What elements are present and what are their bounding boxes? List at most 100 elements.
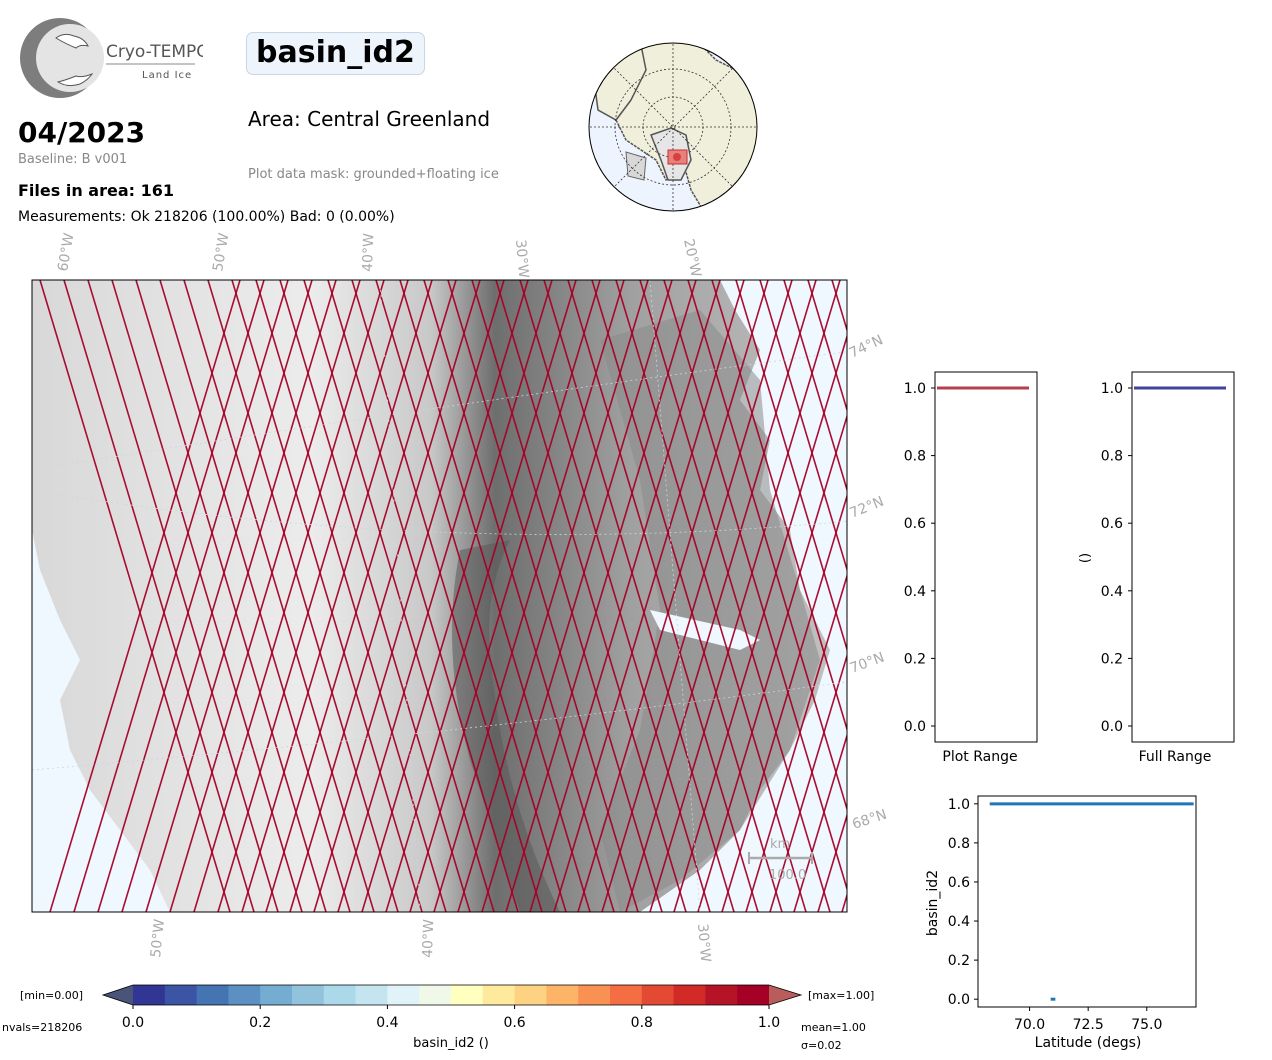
track-line — [361, 280, 553, 912]
track-line — [447, 280, 639, 912]
track-line — [495, 280, 687, 912]
track-line — [385, 280, 577, 912]
logo-name: Cryo-TEMPO — [106, 42, 203, 62]
y-tick-label: 0.0 — [904, 719, 926, 735]
mask-label: Plot data mask: grounded+floating ice — [248, 167, 499, 182]
track-line — [505, 280, 697, 912]
colorbar-bin — [514, 985, 547, 1005]
track-line — [687, 280, 847, 812]
track-line — [111, 280, 303, 912]
lon-label-top-4: 20°W — [680, 238, 704, 279]
track-line — [193, 280, 385, 912]
colorbar-bin — [641, 985, 675, 1005]
track-line — [697, 413, 847, 912]
lon-label-top-1: 50°W — [210, 232, 232, 273]
colorbar-bin — [292, 985, 325, 1005]
latitude-ylabel: basin_id2 — [925, 870, 941, 936]
track-line — [529, 280, 721, 912]
colorbar-under-arrow — [103, 985, 133, 1005]
x-tick-label: 75.0 — [1131, 1017, 1162, 1033]
track-line — [207, 280, 399, 912]
track-line — [673, 333, 847, 912]
track-line — [265, 280, 457, 912]
y-tick-label: 0.8 — [1101, 449, 1123, 465]
y-tick-label: 0.4 — [904, 584, 926, 600]
colorbar-bin — [133, 985, 166, 1005]
track-line — [519, 280, 711, 912]
plot-range-axes: 0.0 0.2 0.4 0.6 0.8 1.0 — [904, 371, 1038, 743]
colorbar-bin — [737, 985, 770, 1005]
y-tick-label: 0.4 — [1101, 584, 1123, 600]
lat-label-1: 72°N — [848, 494, 887, 522]
lon-label-top-2: 40°W — [360, 233, 377, 272]
track-line — [711, 280, 847, 732]
y-tick-label: 0.8 — [904, 449, 926, 465]
scale-unit: km — [770, 837, 790, 852]
baseline-label: Baseline: B v001 — [18, 152, 128, 167]
x-tick-label: 70.0 — [1014, 1017, 1045, 1033]
satellite-tracks — [39, 280, 847, 912]
track-line — [577, 280, 769, 912]
coastal-terrain — [600, 310, 820, 912]
track-line — [457, 280, 649, 912]
colorbar-tick-label: 0.8 — [631, 1015, 653, 1031]
full-range-chart: 0.0 0.2 0.4 0.6 0.8 1.0 Full Range () — [1078, 371, 1235, 765]
track-line — [481, 280, 673, 912]
y-tick-label: 0.6 — [904, 516, 926, 532]
colorbar-bin — [355, 985, 388, 1005]
polar-inset-map — [588, 42, 758, 212]
colorbar-bin — [419, 985, 452, 1005]
track-line — [121, 280, 313, 912]
colorbar-bins — [133, 985, 770, 1005]
track-line — [49, 280, 241, 912]
colorbar-tick-label: 1.0 — [758, 1015, 780, 1031]
main-map: 60°W 50°W 40°W 30°W 20°W 50°W 40°W 30°W … — [31, 232, 889, 963]
lon-label-top-0: 60°W — [55, 232, 77, 273]
track-line — [39, 280, 231, 912]
track-line — [375, 280, 567, 912]
colorbar-bin — [260, 985, 293, 1005]
lat-label-0: 74°N — [847, 332, 886, 361]
colorbar-tick-label: 0.0 — [122, 1015, 144, 1031]
y-tick-label: 0.2 — [948, 953, 970, 969]
colorbar-bin — [164, 985, 198, 1005]
colorbar-bin — [228, 985, 261, 1005]
latitude-axes: 0.0 0.2 0.4 0.6 0.8 1.0 70.0 72.5 75.0 — [948, 795, 1197, 1033]
track-line — [327, 280, 519, 912]
colorbar-mean: mean=1.00 — [801, 1021, 866, 1034]
lat-label-2: 70°N — [848, 650, 887, 677]
track-line — [735, 280, 847, 652]
track-line — [721, 493, 847, 912]
x-tick-label: 72.5 — [1073, 1017, 1104, 1033]
track-line — [601, 280, 793, 912]
y-tick-label: 0.6 — [948, 875, 970, 891]
lon-label-top-3: 30°W — [512, 239, 531, 279]
track-line — [625, 280, 817, 912]
colorbar-min-label: [min=0.00] — [20, 989, 83, 1002]
y-tick-label: 0.2 — [904, 651, 926, 667]
full-range-xlabel: Full Range — [1139, 749, 1212, 765]
colorbar-bin — [196, 985, 229, 1005]
track-line — [289, 280, 481, 912]
track-line — [471, 280, 663, 912]
y-tick-label: 0.8 — [948, 836, 970, 852]
track-line — [783, 280, 847, 493]
track-line — [231, 280, 423, 912]
cryo-tempo-logo: Cryo-TEMPO Land Ice — [20, 18, 203, 98]
graticule — [32, 280, 847, 912]
track-line — [183, 280, 375, 912]
track-line — [759, 280, 847, 573]
track-line — [241, 280, 433, 912]
variable-title: basin_id2 — [246, 32, 425, 75]
lon-label-bottom-1: 40°W — [420, 919, 437, 958]
colorbar: 0.0 0.2 0.4 0.6 0.8 1.0 [min=0.00] [max=1.00]… — [2, 984, 874, 1052]
y-tick-label: 0.0 — [948, 992, 970, 1008]
track-line — [591, 280, 783, 912]
track-line — [159, 280, 351, 912]
track-line — [615, 280, 807, 912]
full-range-axes: 0.0 0.2 0.4 0.6 0.8 1.0 — [1101, 371, 1235, 743]
latitude-chart: 0.0 0.2 0.4 0.6 0.8 1.0 70.0 72.5 75.0 Latitude … — [925, 795, 1197, 1051]
track-line — [255, 280, 447, 912]
colorbar-over-arrow — [769, 985, 801, 1005]
track-line — [663, 280, 847, 892]
